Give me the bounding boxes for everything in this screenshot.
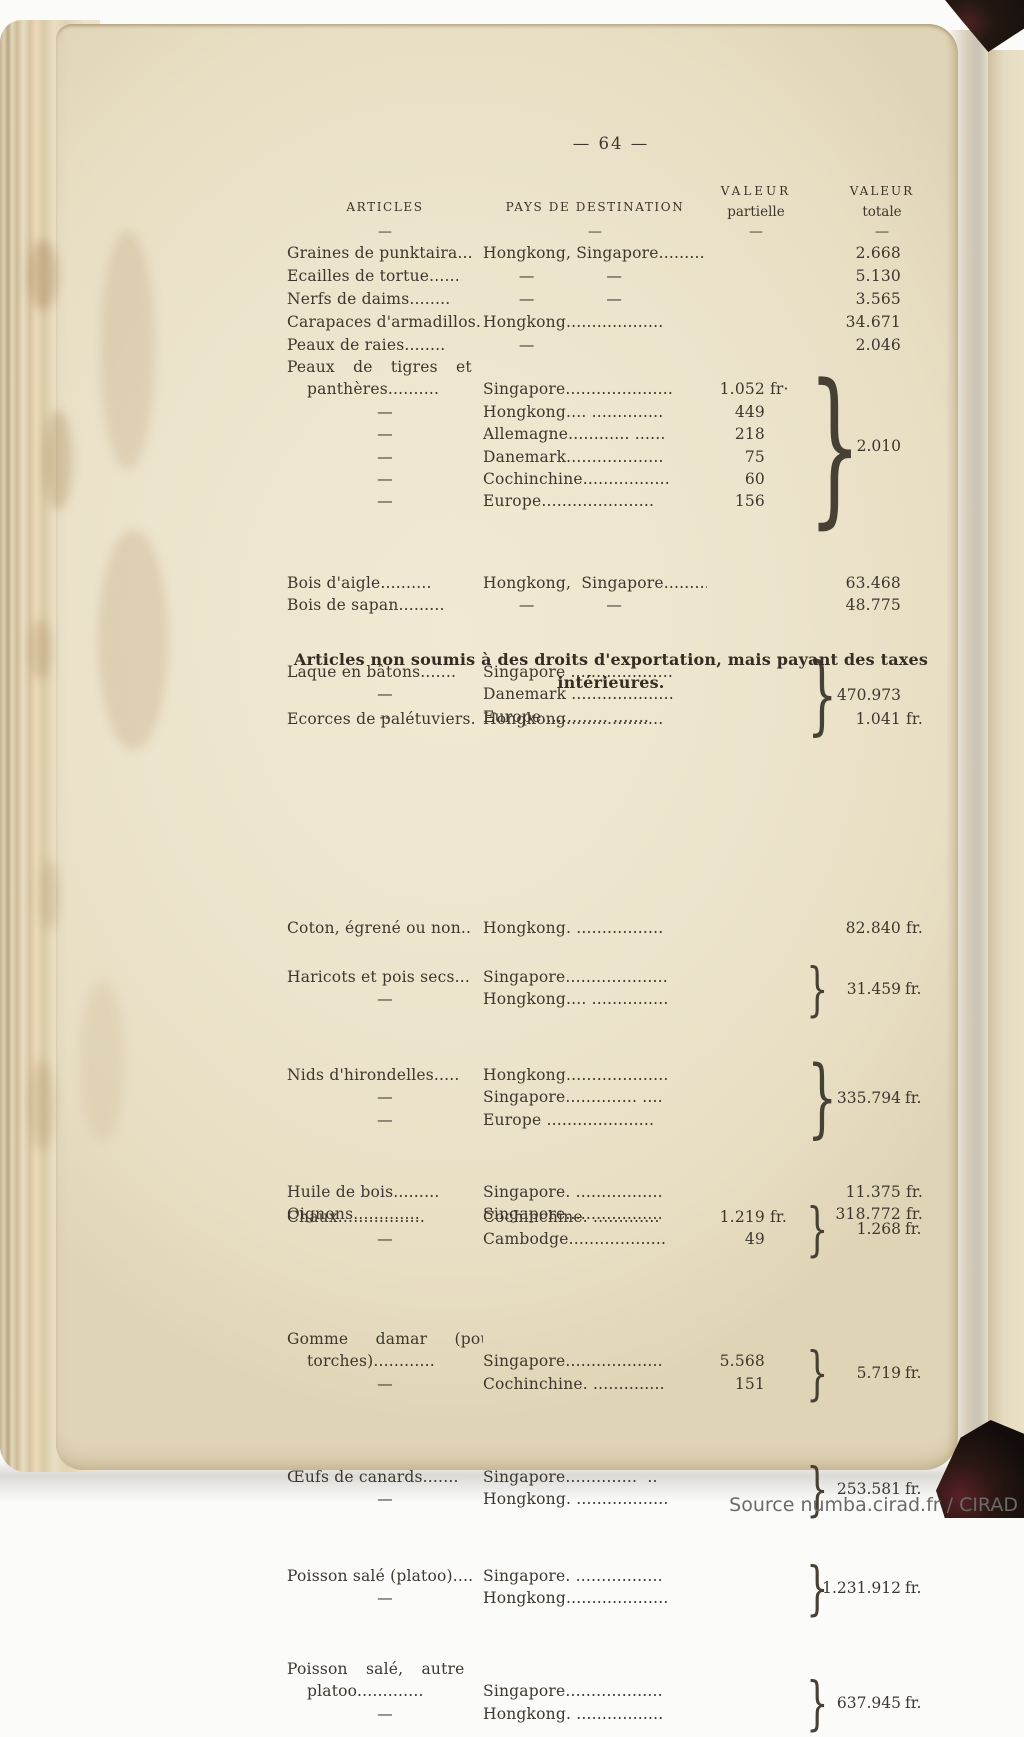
table-row-huile: Huile de bois......... Singapore. .......…	[287, 1181, 935, 1203]
table-row: Poisson salé, autre que	[287, 1660, 483, 1678]
page-stain	[40, 860, 60, 930]
table-row: Œufs de canards....... Singapore.........…	[287, 1468, 658, 1486]
table-row: torches)............ Singapore...........…	[307, 1352, 765, 1371]
header-rule: —	[378, 224, 392, 240]
table-row-coton: Coton, égrené ou non.. Hongkong. ........…	[287, 917, 935, 939]
col-subheader-totale: totale	[862, 204, 902, 220]
col-subheader-partielle: partielle	[727, 204, 785, 220]
table-section-1: Graines de punktaira... Hongkong, Singapo…	[287, 242, 935, 357]
page-number: — 64 —	[572, 134, 650, 153]
section-heading-line2: intérieures.	[557, 673, 665, 692]
page-stain	[30, 620, 52, 680]
table-row: Haricots et pois secs... Singapore.......…	[287, 968, 668, 986]
group-total: 470.973	[836, 686, 901, 704]
group-total: 2.010	[856, 437, 901, 455]
table-row: — Cochinchine. .............. 151	[377, 1374, 765, 1393]
group-total: 1.268	[856, 1220, 901, 1238]
table-row: Carapaces d'armadillos. Hongkong.........…	[287, 313, 901, 331]
book-page	[56, 24, 958, 1470]
group-total-unit: fr.	[905, 1220, 922, 1238]
section-heading-line1: Articles non soumis à des droits d'expor…	[293, 650, 929, 669]
table-row: Laque en bâtons....... Singapore ........…	[287, 663, 674, 681]
table-row: Peaux de raies........ —2.046	[287, 336, 901, 354]
page-stain	[44, 410, 72, 510]
table-row: Peaux de tigres et de	[287, 358, 472, 376]
table-row: — Allemagne............ ...... 218	[377, 425, 765, 444]
col-header-destination: PAYS DE DESTINATION	[505, 200, 685, 214]
page-stain	[28, 240, 58, 310]
page-stain	[100, 230, 155, 470]
group-total: 31.459	[846, 980, 901, 998]
table-group-haricots: Haricots et pois secs... Singapore.......…	[287, 960, 935, 1018]
facing-page-edge	[988, 50, 1024, 1450]
group-total-unit: fr.	[905, 1089, 922, 1107]
table-group-poisson-platoo: Poisson salé (platoo).... Singapore. ....…	[287, 1559, 935, 1617]
group-total-unit: fr.	[905, 1364, 922, 1382]
table-section-1b: Bois d'aigle.......... Hongkong, Singapor…	[287, 572, 935, 617]
group-total-unit: fr.	[905, 980, 922, 998]
header-rule: —	[875, 224, 889, 240]
col-header-valeur-totale: VALEUR	[849, 184, 915, 198]
table-row-oignons: Oignons............. Singapore...........…	[287, 1203, 935, 1225]
table-row: Oignons............. Singapore...........…	[287, 1205, 923, 1223]
table-row: Ecailles de tortue...... — —5.130	[287, 267, 901, 285]
page-gutter-shading	[946, 30, 994, 1460]
page-stain	[30, 1060, 54, 1150]
source-credit: Source numba.cirad.fr / CIRAD	[729, 1494, 1018, 1516]
table-row: — Danemark................... 75	[377, 447, 765, 466]
group-total-unit: fr.	[905, 1579, 922, 1597]
table-row-ecorces: Ecorces de palétuviers. Hongkong.........…	[287, 708, 935, 730]
page-stain	[80, 980, 125, 1140]
table-row: — Europe .....................	[377, 1110, 655, 1129]
table-row: — Hongkong.... ...............	[377, 990, 669, 1009]
table-row: panthères.......... Singapore............…	[307, 380, 789, 399]
table-row: Gomme damar (pour	[287, 1330, 483, 1348]
section-heading: Articles non soumis à des droits d'expor…	[287, 648, 935, 694]
table-row: Bois d'aigle.......... Hongkong, Singapor…	[287, 574, 901, 592]
group-total: 253.581	[836, 1480, 901, 1498]
header-rule: —	[749, 224, 763, 240]
group-total-unit: fr.	[905, 1694, 922, 1712]
table-row: Graines de punktaira... Hongkong, Singapo…	[287, 244, 901, 262]
table-row: — Cochinchine................. 60	[377, 469, 765, 488]
typeset-content: — 64 — ARTICLES PAYS DE DESTINATION VALE…	[287, 0, 935, 1732]
group-total: 335.794	[836, 1089, 901, 1107]
header-rule: —	[588, 224, 602, 240]
table-row: Ecorces de palétuviers. Hongkong.........…	[287, 710, 923, 728]
table-row: — Danemark ....................	[377, 685, 674, 704]
table-row: — Europe...................... 156	[377, 492, 765, 511]
group-total-unit: fr.	[905, 1480, 922, 1498]
table-row: Nids d'hirondelles..... Hongkong.........…	[287, 1066, 669, 1084]
table-row: Nerfs de daims........ — —3.565	[287, 290, 901, 308]
table-group-gomme: Gomme damar (pour torches)............ Si…	[287, 1328, 935, 1402]
page-stain	[98, 530, 168, 750]
table-row: — Hongkong. ..................	[377, 1490, 669, 1509]
table-row: Coton, égrené ou non.. Hongkong. ........…	[287, 919, 923, 937]
table-group-peaux-tigres: Peaux de tigres et de panthères.........…	[287, 356, 935, 530]
group-total: 1.231.912	[822, 1579, 901, 1597]
group-total: 5.719	[856, 1364, 901, 1382]
table-row: -- Europe............. .......	[379, 707, 650, 726]
table-group-nids: Nids d'hirondelles..... Hongkong.........…	[287, 1055, 935, 1141]
table-row: Bois de sapan......... — —48.775	[287, 596, 901, 615]
table-row: Chaux................. Cochinchine. .....…	[287, 1208, 787, 1226]
table-row: Huile de bois......... Singapore. .......…	[287, 1183, 923, 1201]
table-row: — Cambodge................... 49	[377, 1230, 765, 1249]
group-total: 637.945	[836, 1694, 901, 1712]
table-group-poisson-autre: Poisson salé, autre que platoo..........…	[287, 1658, 935, 1732]
table-row: — Singapore.............. ....	[377, 1088, 663, 1107]
table-header: ARTICLES PAYS DE DESTINATION VALEUR part…	[287, 176, 935, 240]
table-row: — Hongkong.... .............. 449	[377, 402, 765, 421]
col-header-valeur-partielle: VALEUR	[720, 184, 792, 198]
col-header-articles: ARTICLES	[346, 200, 424, 214]
